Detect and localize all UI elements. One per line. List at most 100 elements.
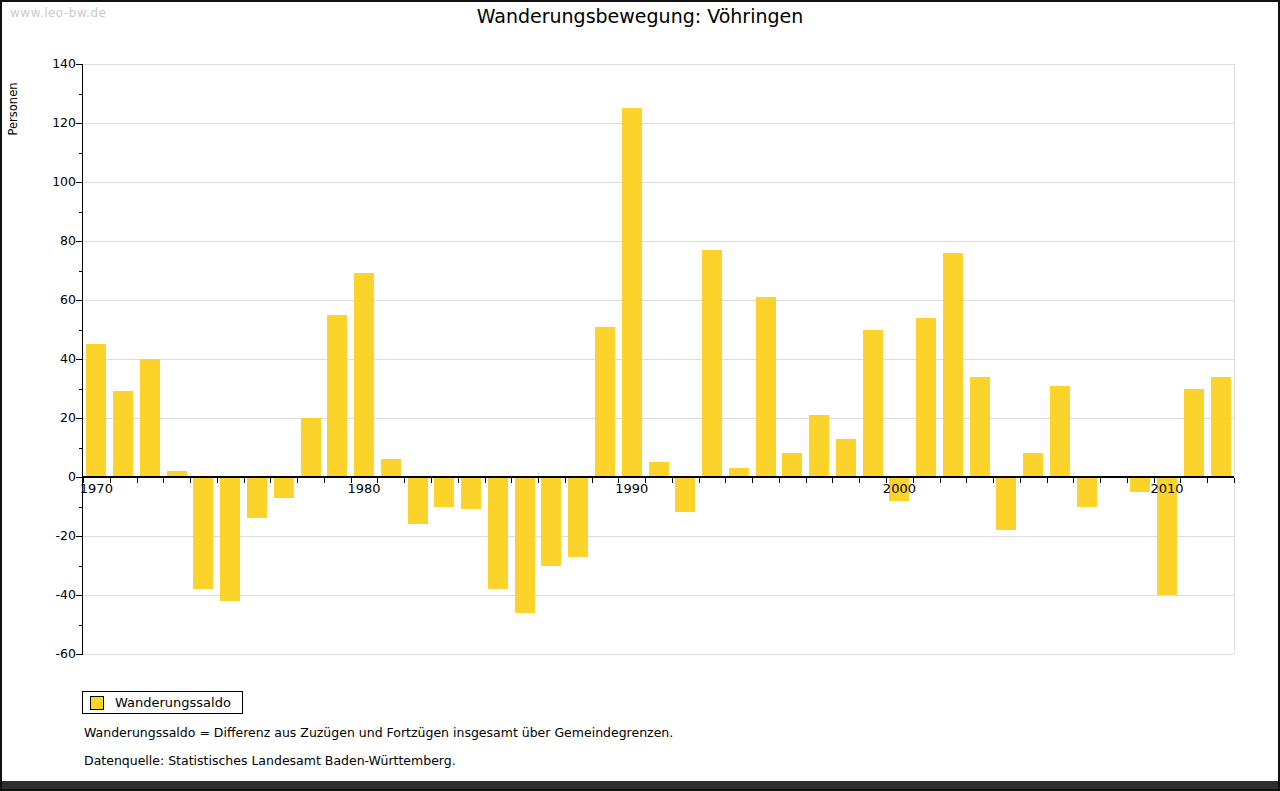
y-axis-tick-minor--50 xyxy=(79,625,82,626)
bar-1995 xyxy=(756,297,776,477)
bar-2012 xyxy=(1211,377,1231,477)
bar-1983 xyxy=(434,477,454,507)
bar-1988 xyxy=(568,477,588,557)
bar-1989 xyxy=(595,327,615,477)
y-tick-label-20: 20 xyxy=(32,411,76,425)
gridline--20 xyxy=(83,536,1234,537)
bar-2003 xyxy=(970,377,990,477)
plot-right-border xyxy=(1234,64,1235,654)
bar-1972 xyxy=(140,359,160,477)
x-tick-label-1970: 1970 xyxy=(66,481,126,496)
y-axis-tick-minor-70 xyxy=(79,271,82,272)
x-axis-tick-33 xyxy=(966,478,967,483)
x-axis-tick-22 xyxy=(672,478,673,483)
x-tick-label-2010: 2010 xyxy=(1137,481,1197,496)
x-tick-label-1980: 1980 xyxy=(334,481,394,496)
x-axis-tick-34 xyxy=(993,478,994,483)
x-tick-label-2000: 2000 xyxy=(869,481,929,496)
x-axis-tick-13 xyxy=(431,478,432,483)
y-axis-tick-minor-50 xyxy=(79,330,82,331)
y-axis-tick-minor-10 xyxy=(79,448,82,449)
x-axis-tick-16 xyxy=(511,478,512,483)
x-axis-tick-23 xyxy=(699,478,700,483)
gridline-40 xyxy=(83,359,1234,360)
gridline--40 xyxy=(83,595,1234,596)
x-axis-tick-40 xyxy=(1154,478,1155,483)
bar-2001 xyxy=(916,318,936,477)
bar-2005 xyxy=(1023,453,1043,477)
bar-1991 xyxy=(649,462,669,477)
x-axis-tick-17 xyxy=(538,478,539,483)
bar-1987 xyxy=(541,477,561,566)
x-axis-tick-35 xyxy=(1020,478,1021,483)
y-axis-line xyxy=(82,64,83,655)
y-axis-tick-major--60 xyxy=(76,654,82,655)
footnote-definition: Wanderungssaldo = Differenz aus Zuzügen … xyxy=(84,725,673,740)
x-axis-tick-19 xyxy=(592,478,593,483)
y-axis-tick-major-100 xyxy=(76,182,82,183)
y-tick-label-100: 100 xyxy=(32,175,76,189)
gridline-140 xyxy=(83,64,1234,65)
x-axis-tick-43 xyxy=(1234,478,1235,483)
x-axis-tick-6 xyxy=(244,478,245,483)
x-axis-tick-27 xyxy=(806,478,807,483)
bar-1971 xyxy=(113,391,133,477)
bar-1986 xyxy=(515,477,535,613)
x-axis-tick-37 xyxy=(1073,478,1074,483)
bar-1992 xyxy=(675,477,695,512)
x-axis-tick-5 xyxy=(217,478,218,483)
x-axis-tick-39 xyxy=(1127,478,1128,483)
bar-1997 xyxy=(809,415,829,477)
x-axis-tick-3 xyxy=(163,478,164,483)
x-axis-tick-32 xyxy=(940,478,941,483)
bar-1970 xyxy=(86,344,106,477)
y-axis-tick-minor--30 xyxy=(79,566,82,567)
x-axis-tick-26 xyxy=(779,478,780,483)
x-axis-tick-12 xyxy=(404,478,405,483)
bar-1978 xyxy=(301,418,321,477)
chart-window: www.leo-bw.de Wanderungsbewegung: Vöhrin… xyxy=(0,0,1280,791)
bar-2006 xyxy=(1050,386,1070,477)
plot-area: -60-40-200204060801001201401970198019902… xyxy=(2,2,1278,789)
x-axis-tick-42 xyxy=(1207,478,1208,483)
x-axis-tick-1 xyxy=(110,478,111,483)
x-axis-tick-21 xyxy=(645,478,646,483)
x-axis-tick-0 xyxy=(83,478,84,483)
bar-1998 xyxy=(836,439,856,477)
x-axis-tick-36 xyxy=(1047,478,1048,483)
x-axis-tick-18 xyxy=(565,478,566,483)
x-axis-tick-8 xyxy=(297,478,298,483)
x-axis-tick-15 xyxy=(485,478,486,483)
y-axis-tick-minor--10 xyxy=(79,507,82,508)
y-tick-label-120: 120 xyxy=(32,116,76,130)
bar-2007 xyxy=(1077,477,1097,507)
y-tick-label--20: -20 xyxy=(32,529,76,543)
x-axis-tick-4 xyxy=(190,478,191,483)
legend-label: Wanderungssaldo xyxy=(115,695,231,710)
x-axis-tick-30 xyxy=(886,478,887,483)
x-axis-tick-25 xyxy=(752,478,753,483)
x-axis-tick-38 xyxy=(1100,478,1101,483)
x-axis-tick-31 xyxy=(913,478,914,483)
y-tick-label--60: -60 xyxy=(32,647,76,661)
y-axis-tick-minor-130 xyxy=(79,94,82,95)
x-axis-tick-9 xyxy=(324,478,325,483)
bar-2002 xyxy=(943,253,963,477)
y-tick-label--40: -40 xyxy=(32,588,76,602)
bar-2011 xyxy=(1184,389,1204,478)
x-axis-tick-14 xyxy=(458,478,459,483)
y-axis-tick-major-60 xyxy=(76,300,82,301)
y-axis-tick-major-40 xyxy=(76,359,82,360)
y-axis-tick-minor-30 xyxy=(79,389,82,390)
x-axis-tick-41 xyxy=(1180,478,1181,483)
bar-1982 xyxy=(408,477,428,524)
legend-box: Wanderungssaldo xyxy=(82,691,243,714)
bar-1984 xyxy=(461,477,481,509)
x-axis-tick-28 xyxy=(832,478,833,483)
y-tick-label-80: 80 xyxy=(32,234,76,248)
bar-1981 xyxy=(381,459,401,477)
gridline-80 xyxy=(83,241,1234,242)
x-axis-tick-10 xyxy=(351,478,352,483)
x-axis-tick-24 xyxy=(725,478,726,483)
bar-1993 xyxy=(702,250,722,477)
